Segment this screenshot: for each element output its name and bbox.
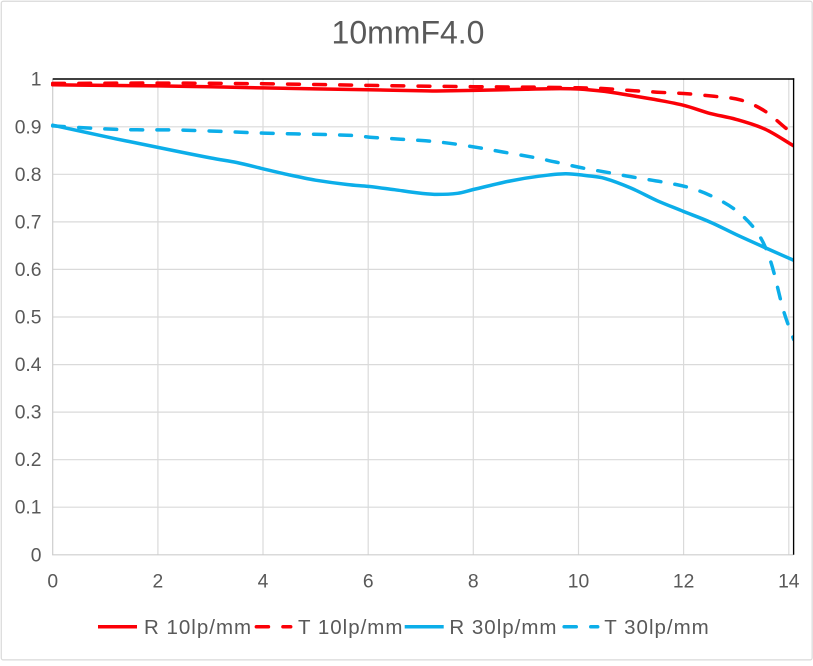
svg-text:0: 0 bbox=[31, 545, 42, 566]
svg-text:0.4: 0.4 bbox=[15, 355, 42, 376]
svg-text:0.7: 0.7 bbox=[15, 212, 42, 233]
svg-text:R 30lp/mm: R 30lp/mm bbox=[449, 616, 557, 639]
svg-text:2: 2 bbox=[153, 572, 164, 593]
svg-text:12: 12 bbox=[673, 572, 694, 593]
svg-text:0.5: 0.5 bbox=[15, 308, 42, 329]
svg-text:10mmF4.0: 10mmF4.0 bbox=[332, 15, 485, 51]
svg-text:14: 14 bbox=[778, 572, 800, 593]
svg-text:10: 10 bbox=[568, 572, 589, 593]
svg-text:0.3: 0.3 bbox=[15, 403, 42, 424]
svg-text:1: 1 bbox=[31, 70, 42, 91]
svg-text:0.6: 0.6 bbox=[15, 260, 42, 281]
svg-text:0.1: 0.1 bbox=[15, 498, 42, 519]
svg-text:4: 4 bbox=[258, 572, 269, 593]
svg-text:T 30lp/mm: T 30lp/mm bbox=[604, 616, 709, 639]
svg-text:T 10lp/mm: T 10lp/mm bbox=[298, 616, 403, 639]
svg-text:0.2: 0.2 bbox=[15, 450, 42, 471]
svg-text:8: 8 bbox=[468, 572, 479, 593]
svg-text:0.9: 0.9 bbox=[15, 117, 42, 138]
svg-text:0.8: 0.8 bbox=[15, 165, 42, 186]
svg-text:6: 6 bbox=[363, 572, 374, 593]
svg-text:0: 0 bbox=[47, 572, 58, 593]
svg-text:R 10lp/mm: R 10lp/mm bbox=[144, 616, 252, 639]
